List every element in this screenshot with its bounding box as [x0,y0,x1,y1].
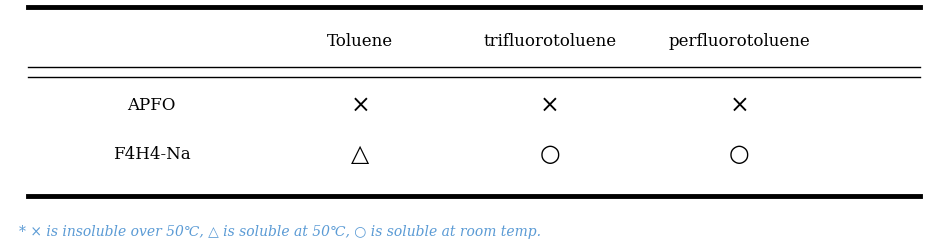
Text: * × is insoluble over 50℃, △ is soluble at 50℃, ○ is soluble at room temp.: * × is insoluble over 50℃, △ is soluble … [19,224,541,239]
Text: ×: × [351,94,370,117]
Text: ×: × [730,94,749,117]
Text: perfluorotoluene: perfluorotoluene [668,33,811,50]
Text: Toluene: Toluene [327,33,393,50]
Text: ×: × [540,94,559,117]
Text: ○: ○ [539,143,560,166]
Text: trifluorotoluene: trifluorotoluene [483,33,616,50]
Text: F4H4-Na: F4H4-Na [113,146,191,163]
Text: ○: ○ [729,143,750,166]
Text: △: △ [351,143,370,166]
Text: APFO: APFO [127,97,176,114]
